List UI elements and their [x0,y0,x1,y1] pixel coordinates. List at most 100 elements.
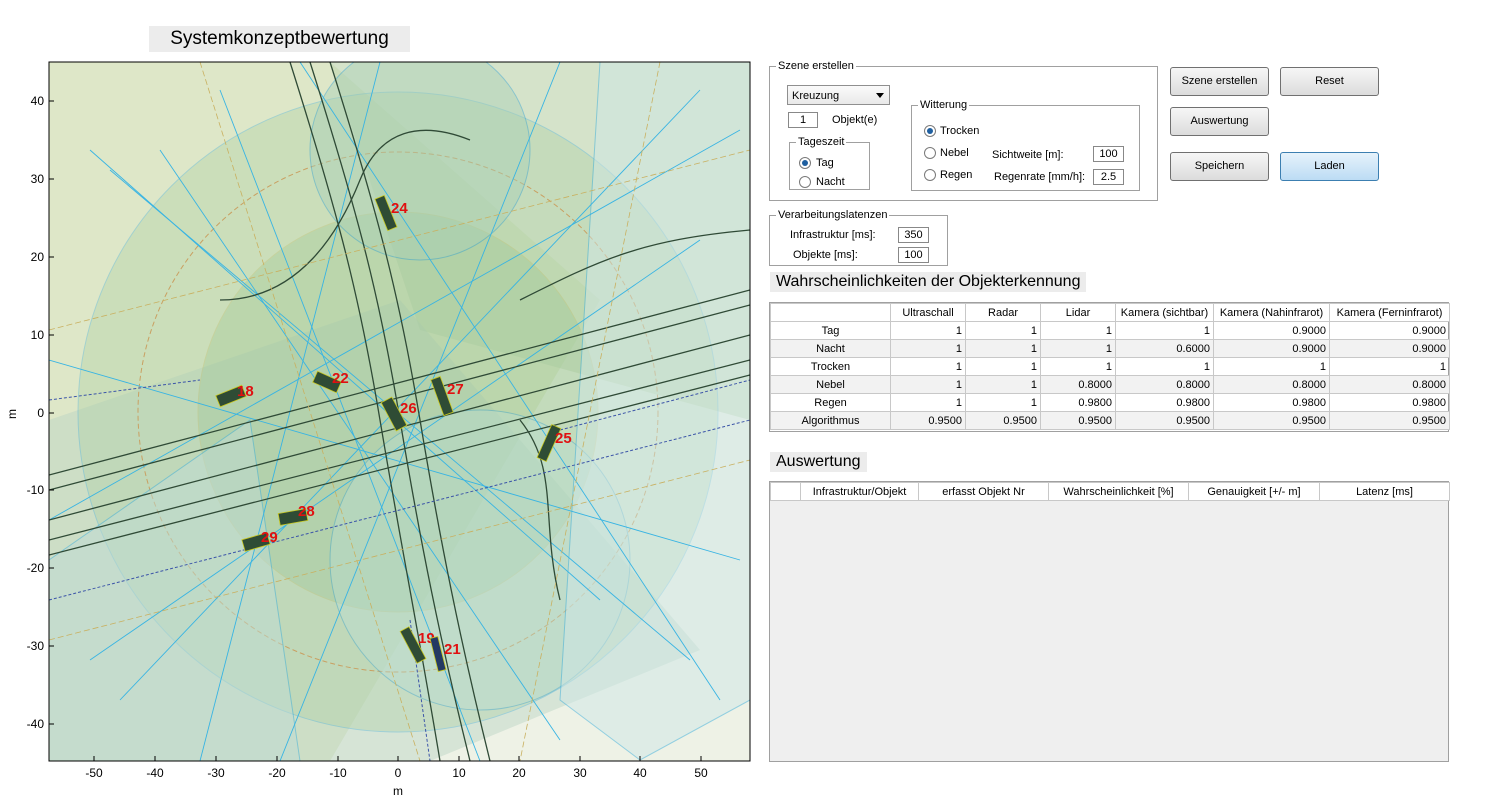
witterung-title: Witterung [918,98,970,112]
szene-erstellen-button[interactable]: Szene erstellen [1170,67,1269,96]
table-corner [770,482,801,501]
map-plot[interactable]: 24 22 18 27 26 25 28 29 [0,55,760,800]
table-cell[interactable]: 0.8000 [1040,375,1116,394]
y-tick-label: 30 [31,172,45,186]
regenrate-field[interactable]: 2.5 [1093,169,1124,185]
table-cell[interactable]: 1 [965,339,1041,358]
object-24[interactable]: 24 [374,194,408,232]
table-cell[interactable]: 0.9500 [1040,411,1116,430]
y-tick-label: 20 [31,250,45,264]
radio-nebel-label: Nebel [940,147,969,159]
reset-button[interactable]: Reset [1280,67,1379,96]
column-header[interactable]: Kamera (Nahinfrarot) [1213,303,1330,322]
x-tick-label: -50 [85,766,103,780]
chevron-down-icon [876,93,884,98]
object-21[interactable]: 21 [429,636,461,672]
radio-nacht[interactable] [799,176,811,188]
column-header[interactable]: Infrastruktur/Objekt [800,482,919,501]
wahrscheinlichkeiten-heading: Wahrscheinlichkeiten der Objekterkennung [770,272,1087,292]
scene-type-value: Kreuzung [792,90,840,102]
table-cell[interactable]: 0.9800 [1115,393,1214,412]
object-27[interactable]: 27 [430,375,464,417]
table-cell[interactable]: 1 [1040,321,1116,340]
table-cell[interactable]: 0.8000 [1213,375,1330,394]
laden-button[interactable]: Laden [1280,152,1379,181]
table-cell[interactable]: 1 [890,339,966,358]
table-cell[interactable]: 1 [1115,357,1214,376]
table-cell[interactable]: 0.9500 [1329,411,1450,430]
column-header[interactable]: Kamera (Ferninfrarot) [1329,303,1450,322]
y-tick-label: 0 [37,406,44,420]
table-cell[interactable]: 1 [965,321,1041,340]
table-cell[interactable]: 0.9800 [1213,393,1330,412]
sichtweite-field[interactable]: 100 [1093,146,1124,162]
table-cell[interactable]: 1 [890,375,966,394]
row-header: Nacht [770,339,891,358]
table-cell[interactable]: 1 [1329,357,1450,376]
column-header[interactable]: Latenz [ms] [1319,482,1450,501]
table-cell[interactable]: 0.8000 [1329,375,1450,394]
column-header[interactable]: erfasst Objekt Nr [918,482,1049,501]
table-row: Trocken 1 1 1 1 1 1 [770,357,1450,376]
column-header[interactable]: Wahrscheinlichkeit [%] [1048,482,1189,501]
radio-regen[interactable] [924,169,936,181]
table-cell[interactable]: 0.9000 [1213,339,1330,358]
table-cell[interactable]: 0.9800 [1329,393,1450,412]
scene-type-dropdown[interactable]: Kreuzung [787,85,890,105]
column-header[interactable]: Kamera (sichtbar) [1115,303,1214,322]
auswertung-table[interactable]: Infrastruktur/Objekt erfasst Objekt Nr W… [770,482,1450,501]
table-cell[interactable]: 1 [1040,339,1116,358]
table-cell[interactable]: 0.9000 [1329,321,1450,340]
table-cell[interactable]: 0.9000 [1329,339,1450,358]
object-29[interactable]: 29 [241,529,278,552]
x-tick-label: 50 [694,766,708,780]
object-label: 26 [400,400,417,417]
szene-erstellen-panel: Szene erstellen Kreuzung 1 Objekt(e) Tag… [769,59,1158,201]
auswertung-heading: Auswertung [770,452,867,472]
table-cell[interactable]: 1 [890,357,966,376]
table-cell[interactable]: 0.9500 [890,411,966,430]
object-25[interactable]: 25 [536,423,572,463]
table-cell[interactable]: 0.9500 [1115,411,1214,430]
radio-trocken[interactable] [924,125,936,137]
objekt-count-field[interactable]: 1 [788,112,818,128]
table-cell[interactable]: 1 [1040,357,1116,376]
x-tick-label: 0 [395,766,402,780]
table-cell[interactable]: 1 [890,321,966,340]
table-cell[interactable]: 1 [965,375,1041,394]
y-tick-label: -20 [27,561,45,575]
table-cell[interactable]: 1 [965,357,1041,376]
column-header[interactable]: Radar [965,303,1041,322]
radio-nacht-label: Nacht [816,176,845,188]
object-19[interactable]: 19 [399,626,435,664]
table-cell[interactable]: 1 [1213,357,1330,376]
object-22[interactable]: 22 [312,370,349,394]
object-28[interactable]: 28 [277,503,315,526]
table-cell[interactable]: 0.6000 [1115,339,1214,358]
table-cell[interactable]: 0.9500 [1213,411,1330,430]
infrastruktur-latency-field[interactable]: 350 [898,227,929,243]
radio-nebel[interactable] [924,147,936,159]
table-cell[interactable]: 0.9500 [965,411,1041,430]
wahrscheinlichkeiten-table[interactable]: Ultraschall Radar Lidar Kamera (sichtbar… [770,303,1450,430]
table-cell[interactable]: 0.8000 [1115,375,1214,394]
object-label: 27 [447,381,464,398]
x-tick-label: -30 [207,766,225,780]
table-cell[interactable]: 1 [965,393,1041,412]
objekte-latency-field[interactable]: 100 [898,247,929,263]
table-cell[interactable]: 0.9800 [1040,393,1116,412]
wahrscheinlichkeiten-table-wrap: Ultraschall Radar Lidar Kamera (sichtbar… [769,302,1450,432]
column-header[interactable]: Lidar [1040,303,1116,322]
table-cell[interactable]: 1 [1115,321,1214,340]
object-18[interactable]: 18 [215,383,254,408]
table-cell[interactable]: 0.9000 [1213,321,1330,340]
radio-tag[interactable] [799,157,811,169]
column-header[interactable]: Ultraschall [890,303,966,322]
infrastruktur-latency-label: Infrastruktur [ms]: [790,229,876,241]
object-26[interactable]: 26 [380,396,417,432]
table-cell[interactable]: 1 [890,393,966,412]
auswertung-table-wrap[interactable]: Infrastruktur/Objekt erfasst Objekt Nr W… [769,481,1450,762]
speichern-button[interactable]: Speichern [1170,152,1269,181]
auswertung-button[interactable]: Auswertung [1170,107,1269,136]
column-header[interactable]: Genauigkeit [+/- m] [1188,482,1320,501]
